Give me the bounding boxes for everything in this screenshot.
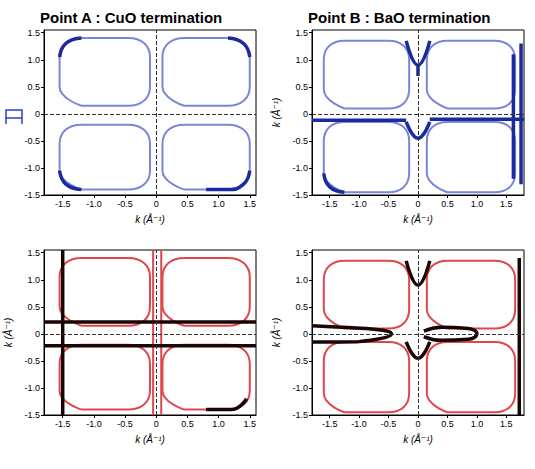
- svg-text:1.0: 1.0: [212, 419, 225, 429]
- svg-text:0.5: 0.5: [27, 302, 40, 312]
- svg-text:0.5: 0.5: [441, 419, 454, 429]
- svg-text:0.5: 0.5: [181, 199, 194, 209]
- svg-text:-0.5: -0.5: [117, 199, 133, 209]
- svg-text:-1.0: -1.0: [292, 383, 308, 393]
- svg-text:1.0: 1.0: [471, 199, 484, 209]
- svg-text:0.5: 0.5: [295, 302, 308, 312]
- svg-text:1.5: 1.5: [244, 199, 257, 209]
- svg-text:-1.0: -1.0: [86, 419, 102, 429]
- svg-text:0: 0: [303, 329, 308, 339]
- svg-text:0.5: 0.5: [295, 82, 308, 92]
- svg-text:-1.0: -1.0: [24, 163, 40, 173]
- svg-text:-1.5: -1.5: [292, 190, 308, 200]
- svg-text:1.0: 1.0: [471, 419, 484, 429]
- svg-text:-0.5: -0.5: [24, 356, 40, 366]
- svg-text:-1.0: -1.0: [24, 383, 40, 393]
- svg-text:-0.5: -0.5: [292, 356, 308, 366]
- svg-text:1.0: 1.0: [27, 275, 40, 285]
- svg-text:0: 0: [154, 419, 159, 429]
- svg-text:1.5: 1.5: [244, 419, 257, 429]
- svg-text:-0.5: -0.5: [381, 419, 397, 429]
- svg-text:1.5: 1.5: [500, 419, 513, 429]
- svg-text:0: 0: [35, 109, 40, 119]
- svg-text:-1.0: -1.0: [351, 419, 367, 429]
- svg-text:0: 0: [415, 419, 420, 429]
- svg-text:1.5: 1.5: [27, 28, 40, 38]
- svg-text:k (Å⁻¹): k (Å⁻¹): [270, 318, 282, 348]
- svg-text:-1.0: -1.0: [292, 163, 308, 173]
- svg-text:1.0: 1.0: [295, 275, 308, 285]
- svg-text:Point A : CuO termination: Point A : CuO termination: [40, 9, 222, 26]
- svg-text:Point B : BaO termination: Point B : BaO termination: [308, 9, 491, 26]
- svg-text:1.5: 1.5: [295, 248, 308, 258]
- svg-text:1.0: 1.0: [295, 55, 308, 65]
- svg-text:0: 0: [415, 199, 420, 209]
- svg-text:k (Å⁻¹): k (Å⁻¹): [135, 433, 165, 445]
- svg-text:1.5: 1.5: [295, 28, 308, 38]
- svg-text:1.5: 1.5: [27, 248, 40, 258]
- svg-text:-0.5: -0.5: [24, 136, 40, 146]
- svg-text:-1.5: -1.5: [24, 410, 40, 420]
- svg-text:-0.5: -0.5: [292, 136, 308, 146]
- svg-text:0: 0: [35, 329, 40, 339]
- svg-text:-1.5: -1.5: [24, 190, 40, 200]
- svg-text:-1.0: -1.0: [351, 199, 367, 209]
- svg-text:-1.5: -1.5: [55, 199, 71, 209]
- svg-text:k (Å⁻¹): k (Å⁻¹): [135, 213, 165, 225]
- svg-text:0.5: 0.5: [27, 82, 40, 92]
- svg-text:-0.5: -0.5: [381, 199, 397, 209]
- svg-text:0.5: 0.5: [181, 419, 194, 429]
- svg-text:1.0: 1.0: [27, 55, 40, 65]
- svg-text:-1.5: -1.5: [322, 199, 338, 209]
- svg-text:0.5: 0.5: [441, 199, 454, 209]
- svg-text:1.5: 1.5: [500, 199, 513, 209]
- svg-text:-1.5: -1.5: [55, 419, 71, 429]
- svg-text:0: 0: [154, 199, 159, 209]
- svg-text:-0.5: -0.5: [117, 419, 133, 429]
- svg-text:k (Å⁻¹): k (Å⁻¹): [403, 433, 433, 445]
- svg-text:-1.5: -1.5: [292, 410, 308, 420]
- svg-text:k (Å⁻¹): k (Å⁻¹): [2, 318, 14, 348]
- svg-text:0: 0: [303, 109, 308, 119]
- svg-text:-1.0: -1.0: [86, 199, 102, 209]
- svg-text:k (Å⁻¹): k (Å⁻¹): [270, 98, 282, 128]
- svg-text:-1.5: -1.5: [322, 419, 338, 429]
- svg-text:1.0: 1.0: [212, 199, 225, 209]
- svg-text:k (Å⁻¹): k (Å⁻¹): [403, 213, 433, 225]
